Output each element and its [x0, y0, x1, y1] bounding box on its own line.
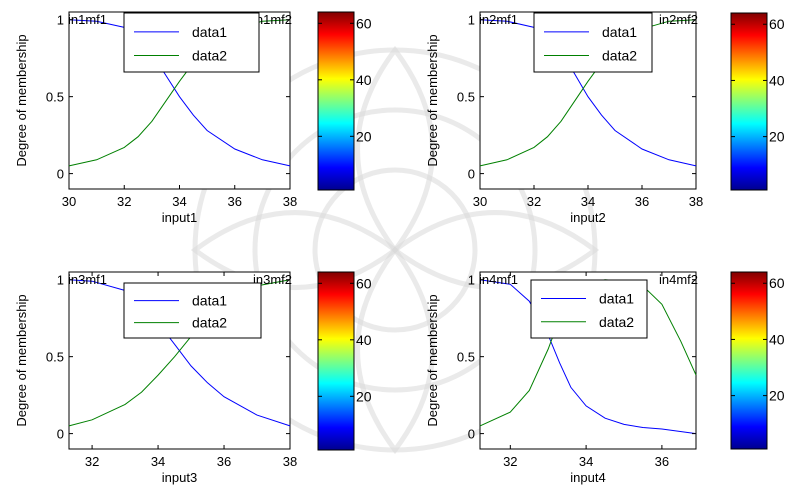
colorbar-tick-label: 40: [356, 72, 372, 88]
x-tick-label: 32: [117, 194, 131, 209]
chart-panel-3: 32 34 36 38 0 0.5 1 input3 Degree of membership i…: [14, 271, 372, 485]
colorbar: 20 40 60: [730, 12, 785, 191]
legend-entry: data2: [192, 47, 227, 63]
colorbar-tick-label: 60: [769, 275, 785, 291]
legend-entry: data1: [599, 291, 634, 307]
mf-label: in3mf1: [68, 272, 107, 287]
y-tick-label: 1: [468, 273, 475, 288]
legend-box: [123, 282, 262, 339]
mf-label: in3mf2: [253, 272, 292, 287]
legend-entry: data2: [192, 315, 227, 331]
mf-label: in2mf2: [659, 12, 698, 27]
y-tick-label: 0.5: [457, 90, 475, 105]
legend-entry: data1: [192, 293, 227, 309]
y-tick-label: 0.5: [457, 350, 475, 365]
x-tick-label: 36: [655, 454, 669, 469]
legend-entry: data1: [192, 24, 227, 40]
x-tick-label: 30: [62, 194, 76, 209]
colorbar: 20 40 60: [317, 271, 372, 451]
x-axis-label: input1: [162, 210, 197, 225]
x-tick-label: 34: [151, 454, 165, 469]
mf-label: in4mf1: [479, 272, 518, 287]
legend-box: [123, 12, 260, 73]
x-tick-label: 36: [635, 194, 649, 209]
y-tick-label: 0.5: [46, 90, 64, 105]
y-tick-label: 0: [57, 427, 64, 442]
y-tick-label: 1: [57, 273, 64, 288]
x-tick-label: 32: [503, 454, 517, 469]
x-tick-label: 32: [85, 454, 99, 469]
legend: data1 data2: [530, 279, 648, 339]
x-tick-label: 30: [473, 194, 487, 209]
series-line-data1: [68, 279, 291, 427]
colorbar-tick-label: 60: [356, 275, 372, 291]
chart-panel-2: 30 32 34 36 38 0 0.5 1 input2 Degree of membershi…: [425, 11, 785, 225]
watermark: [190, 45, 600, 455]
y-axis-label: Degree of membership: [425, 294, 440, 426]
y-tick-label: 0: [57, 167, 64, 182]
x-axis-label: input4: [570, 470, 605, 485]
y-tick-label: 0.5: [46, 350, 64, 365]
x-axis-label: input2: [570, 210, 605, 225]
colorbar-tick-label: 40: [769, 72, 785, 88]
y-tick-label: 1: [468, 13, 475, 28]
x-tick-label: 32: [527, 194, 541, 209]
colorbar-tick-label: 20: [769, 129, 785, 145]
x-tick-label: 36: [217, 454, 231, 469]
legend: data1 data2: [123, 282, 262, 339]
mf-label: in4mf2: [659, 272, 698, 287]
mf-label: in2mf1: [479, 12, 518, 27]
colorbar-tick-label: 40: [769, 331, 785, 347]
colorbar-tick-label: 60: [769, 16, 785, 32]
colorbar-gradient: [317, 271, 355, 451]
x-tick-label: 34: [579, 454, 593, 469]
mf-label: in1mf2: [253, 12, 292, 27]
x-axis-label: input3: [162, 470, 197, 485]
y-tick-label: 0: [468, 167, 475, 182]
legend-entry: data1: [602, 24, 637, 40]
colorbar: 20 40 60: [730, 271, 785, 450]
colorbar-tick-label: 40: [356, 332, 372, 348]
x-tick-label: 34: [172, 194, 186, 209]
x-tick-label: 38: [283, 454, 297, 469]
x-tick-label: 34: [581, 194, 595, 209]
y-tick-label: 0: [468, 427, 475, 442]
colorbar-tick-label: 20: [769, 388, 785, 404]
series-line-data1: [68, 19, 291, 167]
legend-entry: data2: [602, 47, 637, 63]
colorbar-gradient: [730, 271, 768, 450]
x-tick-label: 36: [228, 194, 242, 209]
colorbar-tick-label: 20: [356, 128, 372, 144]
legend-box: [530, 279, 648, 339]
y-axis-label: Degree of membership: [425, 34, 440, 166]
x-tick-label: 38: [689, 194, 703, 209]
y-tick-label: 1: [57, 13, 64, 28]
x-tick-label: 38: [283, 194, 297, 209]
chart-panel-1: 30 32 34 36 38 0 0.5 1 input1 Degree of membershi…: [14, 11, 372, 225]
legend: data1 data2: [533, 12, 653, 73]
y-axis-label: Degree of membership: [14, 294, 29, 426]
colorbar: 20 40 60: [317, 11, 372, 191]
colorbar-gradient: [730, 12, 768, 191]
y-axis-label: Degree of membership: [14, 34, 29, 166]
series-line-data1: [479, 279, 697, 435]
series-line-data1: [479, 19, 697, 167]
colorbar-tick-label: 20: [356, 388, 372, 404]
colorbar-gradient: [317, 11, 355, 191]
legend-box: [533, 12, 653, 73]
chart-panel-4: 32 34 36 0 0.5 1 input4 Degree of membership in4…: [425, 271, 785, 485]
colorbar-tick-label: 60: [356, 15, 372, 31]
legend-entry: data2: [599, 314, 634, 330]
legend: data1 data2: [123, 12, 260, 73]
mf-label: in1mf1: [68, 12, 107, 27]
